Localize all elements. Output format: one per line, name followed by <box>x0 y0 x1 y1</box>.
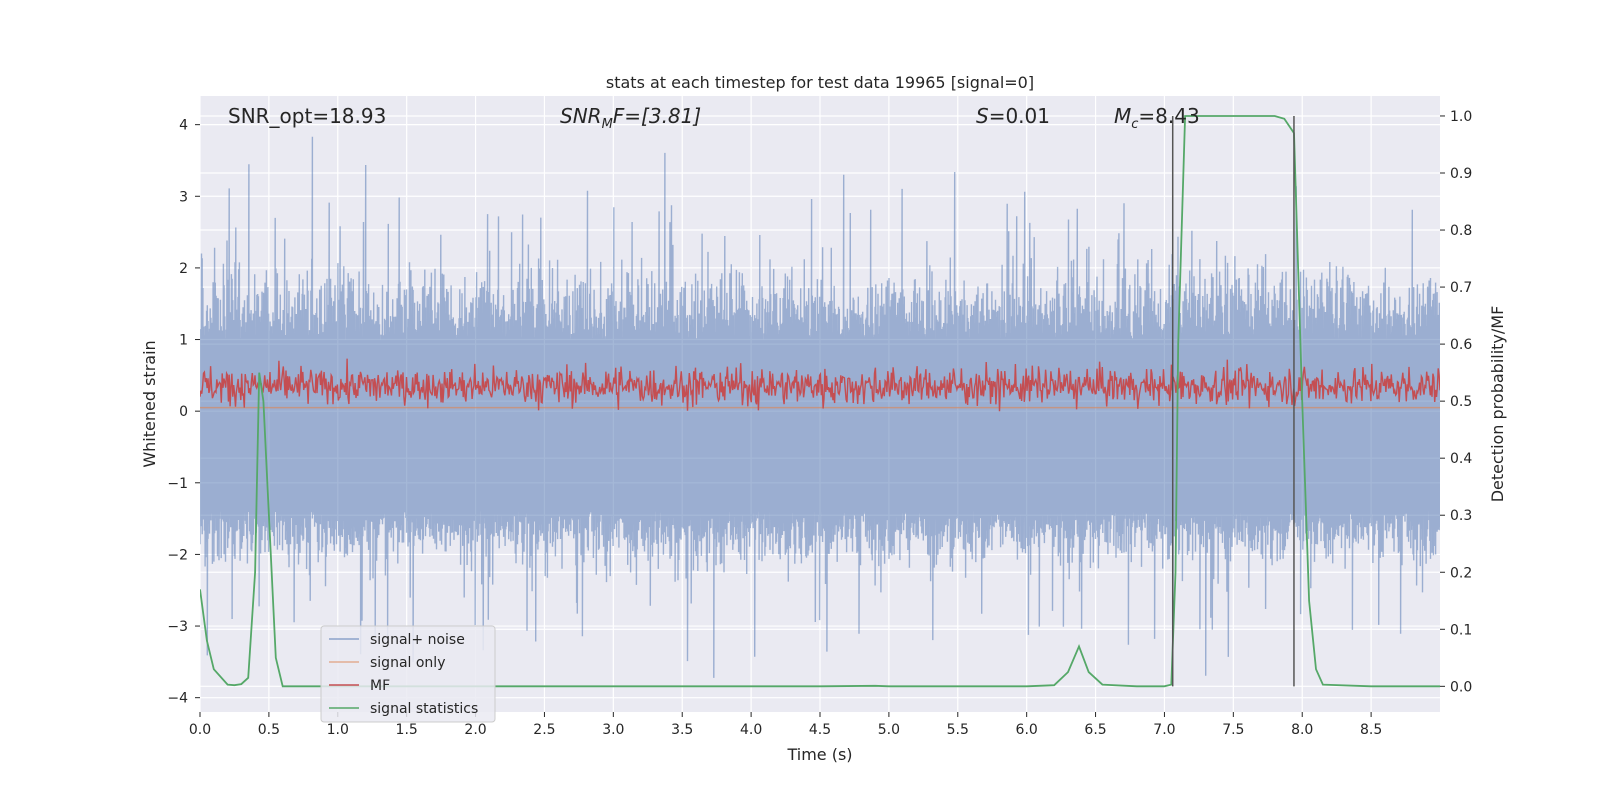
x-tick-label: 0.0 <box>189 722 211 738</box>
legend-label-signal-only: signal only <box>370 655 445 671</box>
y-axis-left-ticks: 4 3 2 1 0 −1 −2 −3 −4 <box>167 118 200 707</box>
annotation-mc-main: M <box>1114 104 1131 128</box>
annotation-s: S=0.01 <box>976 104 1050 128</box>
x-tick-label: 1.0 <box>327 722 349 738</box>
y-left-tick-label: −3 <box>167 619 188 635</box>
legend-label-mf: MF <box>370 678 390 694</box>
x-tick-label: 5.0 <box>878 722 900 738</box>
y-left-tick-label: 1 <box>179 333 188 349</box>
y-right-tick-label: 0.1 <box>1450 622 1472 638</box>
legend-label-signal-noise: signal+ noise <box>370 632 465 648</box>
x-tick-label: 6.0 <box>1016 722 1038 738</box>
annotation-snr-mf-rest: F=[3.81] <box>613 104 701 128</box>
legend-box <box>320 625 496 723</box>
y-left-tick-label: −2 <box>167 547 188 563</box>
x-tick-label: 3.0 <box>602 722 624 738</box>
x-tick-label: 2.5 <box>533 722 555 738</box>
y-axis-right-ticks: 1.0 0.9 0.8 0.7 0.6 0.5 0.4 0.3 0.2 0.1 0.0 <box>1440 109 1472 695</box>
y-left-tick-label: 0 <box>179 404 188 420</box>
x-axis-ticks: 0.0 0.5 1.0 1.5 2.0 2.5 3.0 3.5 4.0 4.5 5.0 5.5 6.0 6… <box>189 712 1382 738</box>
annotation-s-main: S <box>976 104 989 128</box>
y-left-tick-label: 3 <box>179 189 188 205</box>
annotation-snr-opt: SNR_opt=18.93 <box>228 104 386 128</box>
y-left-tick-label: −4 <box>167 691 188 707</box>
y-right-tick-label: 1.0 <box>1450 109 1472 125</box>
x-tick-label: 7.0 <box>1153 722 1175 738</box>
y-right-tick-label: 0.7 <box>1450 280 1472 296</box>
y-left-tick-label: −1 <box>167 476 188 492</box>
y-axis-right-label: Detection probability/MF <box>1488 306 1507 503</box>
x-tick-label: 4.0 <box>740 722 762 738</box>
legend: signal+ noise signal only MF signal stat… <box>320 625 496 723</box>
y-right-tick-label: 0.8 <box>1450 223 1472 239</box>
x-axis-label: Time (s) <box>786 745 852 764</box>
y-right-tick-label: 0.4 <box>1450 451 1472 467</box>
legend-label-signal-statistics: signal statistics <box>370 701 478 717</box>
annotation-snr-mf-main: SNR <box>560 104 602 128</box>
annotation-snr-mf: SNRMF=[3.81] <box>560 104 701 132</box>
series-signal-statistics <box>200 115 1440 688</box>
series-signal-noise <box>200 136 1440 678</box>
y-right-tick-label: 0.5 <box>1450 394 1472 410</box>
y-right-tick-label: 0.3 <box>1450 508 1472 524</box>
y-axis-left-label: Whitened strain <box>140 340 159 467</box>
y-left-tick-label: 4 <box>179 118 188 134</box>
x-tick-label: 8.0 <box>1291 722 1313 738</box>
x-tick-label: 4.5 <box>809 722 831 738</box>
y-right-tick-label: 0.6 <box>1450 337 1472 353</box>
y-right-tick-label: 0.2 <box>1450 565 1472 581</box>
x-tick-label: 5.5 <box>947 722 969 738</box>
x-tick-label: 7.5 <box>1222 722 1244 738</box>
annotation-snr-mf-sub: M <box>602 117 613 132</box>
x-tick-label: 0.5 <box>258 722 280 738</box>
x-tick-label: 6.5 <box>1084 722 1106 738</box>
annotation-mc-sub: c <box>1131 117 1138 132</box>
x-tick-label: 2.0 <box>464 722 486 738</box>
chart-title: stats at each timestep for test data 199… <box>606 73 1034 92</box>
y-right-tick-label: 0.0 <box>1450 679 1472 695</box>
x-tick-label: 3.5 <box>671 722 693 738</box>
x-tick-label: 8.5 <box>1360 722 1382 738</box>
y-right-tick-label: 0.9 <box>1450 166 1472 182</box>
series-mf <box>200 358 1440 412</box>
x-tick-label: 1.5 <box>396 722 418 738</box>
annotation-mc-rest: =8.43 <box>1138 104 1199 128</box>
annotation-mc: Mc=8.43 <box>1114 104 1200 132</box>
y-left-tick-label: 2 <box>179 261 188 277</box>
annotation-s-rest: =0.01 <box>989 104 1050 128</box>
